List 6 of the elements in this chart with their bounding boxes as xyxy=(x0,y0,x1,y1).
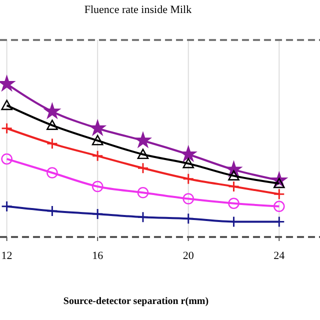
x-axis-title: Source-detector separation r(mm) xyxy=(63,296,209,307)
chart-title: Fluence rate inside Milk xyxy=(84,4,192,16)
x-tick-label: 24 xyxy=(274,250,286,262)
x-tick-label: 16 xyxy=(92,250,104,262)
x-tick-label: 20 xyxy=(182,250,194,262)
x-tick-label: 12 xyxy=(1,250,12,262)
